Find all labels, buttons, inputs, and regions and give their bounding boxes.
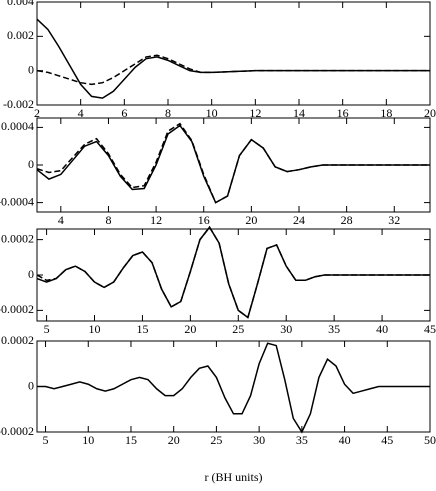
x-tick-label: 15 <box>136 322 148 336</box>
dashed-line <box>36 54 430 86</box>
x-tick-label: 20 <box>168 433 180 447</box>
solid-line <box>36 18 430 99</box>
x-tick-label: 45 <box>424 322 436 336</box>
y-tick-label: 0 <box>28 157 34 171</box>
x-tick-label: 14 <box>293 106 305 120</box>
y-tick-label: 0.0002 <box>1 231 34 245</box>
y-tick-label: 0 <box>28 267 34 281</box>
plot-frame <box>36 1 431 106</box>
x-tick-label: 24 <box>293 213 305 227</box>
x-tick-label: 25 <box>232 322 244 336</box>
x-axis-label: r (BH units) <box>205 470 263 484</box>
y-tick-label: 0.002 <box>7 28 34 42</box>
x-tick-label: 40 <box>339 433 351 447</box>
x-tick-label: 16 <box>337 106 349 120</box>
x-tick-label: 4 <box>78 106 84 120</box>
x-tick-label: 35 <box>328 322 340 336</box>
x-tick-label: 40 <box>376 322 388 336</box>
x-tick-label: 32 <box>388 213 400 227</box>
x-tick-label: 12 <box>150 213 162 227</box>
x-tick-label: 16 <box>198 213 210 227</box>
x-tick-label: 20 <box>245 213 257 227</box>
x-tick-label: 2 <box>34 106 40 120</box>
y-tick-label: 0.0002 <box>1 333 34 347</box>
x-tick-label: 5 <box>44 322 50 336</box>
x-tick-label: 30 <box>280 322 292 336</box>
x-tick-label: 35 <box>296 433 308 447</box>
x-tick-label: 45 <box>381 433 393 447</box>
x-tick-label: 15 <box>125 433 137 447</box>
x-tick-label: 28 <box>341 213 353 227</box>
x-tick-label: 8 <box>165 106 171 120</box>
x-tick-label: 4 <box>58 213 64 227</box>
x-tick-label: 10 <box>206 106 218 120</box>
y-tick-label: -0.002 <box>3 97 34 111</box>
x-tick-label: 10 <box>89 322 101 336</box>
solid-line <box>36 124 430 204</box>
x-tick-label: 50 <box>424 433 436 447</box>
y-tick-label: -0.0004 <box>0 194 34 208</box>
solid-line <box>36 225 430 319</box>
x-tick-label: 30 <box>253 433 265 447</box>
solid-line <box>37 342 430 434</box>
x-tick-label: 25 <box>210 433 222 447</box>
x-tick-label: 12 <box>249 106 261 120</box>
x-tick-label: 18 <box>380 106 392 120</box>
x-tick-label: 10 <box>82 433 94 447</box>
y-tick-label: 0 <box>28 62 34 76</box>
plot-frame <box>36 340 431 433</box>
x-tick-label: 20 <box>424 106 436 120</box>
y-tick-label: 0.004 <box>7 0 34 8</box>
y-tick-label: -0.0002 <box>0 424 34 438</box>
x-tick-label: 8 <box>105 213 111 227</box>
y-tick-label: -0.0002 <box>0 302 34 316</box>
x-tick-label: 6 <box>121 106 127 120</box>
x-tick-label: 5 <box>43 433 49 447</box>
y-tick-label: 0 <box>28 378 34 392</box>
x-tick-label: 20 <box>184 322 196 336</box>
y-tick-label: 0.0004 <box>1 119 34 133</box>
dashed-line <box>36 225 430 319</box>
dashed-line <box>36 122 430 204</box>
